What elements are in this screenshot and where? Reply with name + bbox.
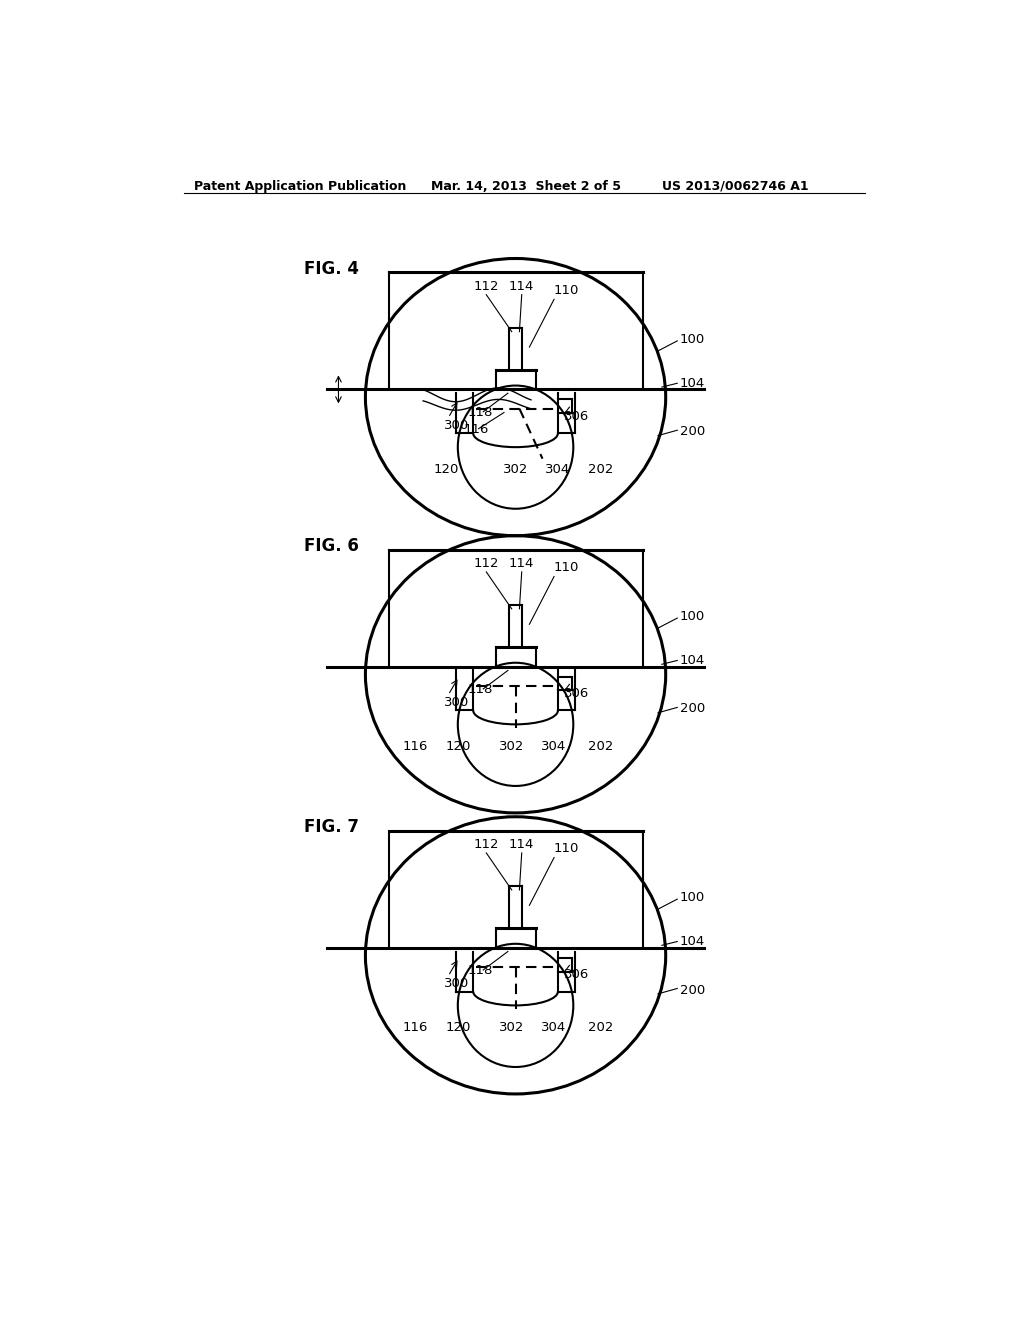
Text: 100: 100 bbox=[680, 891, 705, 904]
Text: 114: 114 bbox=[509, 280, 535, 293]
Text: 116: 116 bbox=[463, 422, 488, 436]
Text: 304: 304 bbox=[546, 462, 570, 475]
Text: 304: 304 bbox=[542, 739, 566, 752]
Text: 202: 202 bbox=[588, 739, 613, 752]
Text: 112: 112 bbox=[473, 280, 499, 293]
Text: 300: 300 bbox=[444, 696, 470, 709]
Text: 114: 114 bbox=[509, 557, 535, 570]
Text: 120: 120 bbox=[445, 739, 470, 752]
Text: 200: 200 bbox=[680, 983, 705, 997]
Text: 110: 110 bbox=[554, 561, 580, 574]
Text: 100: 100 bbox=[680, 610, 705, 623]
Text: 104: 104 bbox=[680, 935, 705, 948]
Text: 306: 306 bbox=[564, 686, 590, 700]
Text: 200: 200 bbox=[680, 702, 705, 715]
Text: 302: 302 bbox=[499, 739, 524, 752]
Text: 118: 118 bbox=[468, 684, 494, 696]
Text: 202: 202 bbox=[588, 462, 613, 475]
Text: 118: 118 bbox=[468, 407, 494, 418]
Text: 110: 110 bbox=[554, 284, 580, 297]
Text: 104: 104 bbox=[680, 376, 705, 389]
Text: 300: 300 bbox=[444, 418, 470, 432]
Text: 118: 118 bbox=[468, 964, 494, 977]
Text: 304: 304 bbox=[542, 1020, 566, 1034]
Text: 104: 104 bbox=[680, 653, 705, 667]
Text: FIG. 4: FIG. 4 bbox=[304, 260, 358, 277]
Text: US 2013/0062746 A1: US 2013/0062746 A1 bbox=[662, 180, 809, 193]
Text: 306: 306 bbox=[564, 968, 590, 981]
Text: 120: 120 bbox=[433, 462, 459, 475]
Text: 300: 300 bbox=[444, 977, 470, 990]
Text: 116: 116 bbox=[402, 739, 428, 752]
Text: 110: 110 bbox=[554, 842, 580, 855]
Text: Mar. 14, 2013  Sheet 2 of 5: Mar. 14, 2013 Sheet 2 of 5 bbox=[431, 180, 621, 193]
Text: 116: 116 bbox=[402, 1020, 428, 1034]
Text: 112: 112 bbox=[473, 838, 499, 851]
Text: 112: 112 bbox=[473, 557, 499, 570]
Text: 120: 120 bbox=[445, 1020, 470, 1034]
Text: 114: 114 bbox=[509, 838, 535, 851]
Text: 302: 302 bbox=[499, 1020, 524, 1034]
Text: 302: 302 bbox=[503, 462, 528, 475]
Text: FIG. 7: FIG. 7 bbox=[304, 818, 358, 836]
Text: Patent Application Publication: Patent Application Publication bbox=[194, 180, 407, 193]
Text: 100: 100 bbox=[680, 333, 705, 346]
Text: 306: 306 bbox=[564, 409, 590, 422]
Text: 200: 200 bbox=[680, 425, 705, 438]
Text: FIG. 6: FIG. 6 bbox=[304, 537, 358, 554]
Text: 202: 202 bbox=[588, 1020, 613, 1034]
